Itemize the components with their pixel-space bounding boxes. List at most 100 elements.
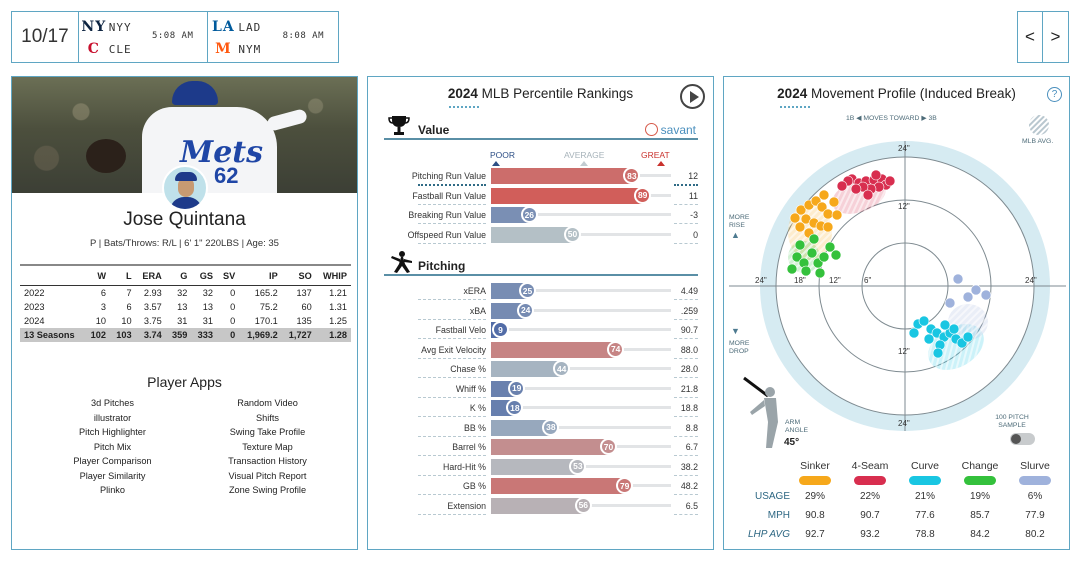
percentile-track xyxy=(491,232,671,236)
play-button[interactable] xyxy=(680,84,705,109)
percentile-row[interactable]: Fastball Run Value 89 11 xyxy=(368,186,713,207)
pitch-point xyxy=(789,212,801,224)
prev-button[interactable]: < xyxy=(1018,12,1043,62)
pitch-type-name: Slurve xyxy=(1020,460,1050,472)
percentile-row[interactable]: K % 18 18.8 xyxy=(368,399,713,419)
stats-row: 2023 3 6 3.57 13 13 0 75.2 60 1.31 xyxy=(20,300,351,314)
percentile-row[interactable]: Extension 56 6.5 xyxy=(368,496,713,517)
player-app-link[interactable]: Pitch Highlighter xyxy=(79,427,146,437)
pitch-point xyxy=(908,327,920,339)
stats-cell: 3.75 xyxy=(143,316,162,326)
pitch-point xyxy=(884,175,896,187)
player-app-link[interactable]: Transaction History xyxy=(228,456,307,466)
percentile-track xyxy=(491,308,671,312)
stats-cell: 6 xyxy=(126,302,132,312)
more-rise-label: MORE RISE xyxy=(729,214,750,229)
player-app-link[interactable]: Plinko xyxy=(99,485,126,495)
scale-great: GREAT xyxy=(641,150,670,160)
savant-link[interactable]: savant xyxy=(644,123,696,137)
player-app-link[interactable]: Zone Swing Profile xyxy=(228,485,307,495)
stats-col-header: SO xyxy=(281,264,316,286)
player-app-link[interactable]: Swing Take Profile xyxy=(229,427,306,437)
metric-label: BB % xyxy=(463,422,486,433)
percentile-dot: 9 xyxy=(492,321,509,338)
game-card-1[interactable]: NY NYY C CLE 5:08 AM xyxy=(79,12,209,62)
percentile-row[interactable]: Barrel % 70 6.7 xyxy=(368,438,713,458)
percentile-row[interactable]: xERA 25 4.49 xyxy=(368,282,713,302)
metric-label: Chase % xyxy=(450,364,486,374)
percentile-dot: 83 xyxy=(623,167,641,184)
pitch-point xyxy=(822,208,834,220)
play-icon xyxy=(689,90,699,103)
mph-row-label: MPH xyxy=(767,510,790,521)
percentile-row[interactable]: GB % 79 48.2 xyxy=(368,477,713,497)
percentile-title: 2024 MLB Percentile Rankings xyxy=(447,86,634,101)
usage-value: 22% xyxy=(859,491,880,502)
stats-cell: 60 xyxy=(301,302,312,312)
ring-label: 6" xyxy=(864,276,872,285)
usage-value: 29% xyxy=(804,491,825,502)
stats-cell: 135 xyxy=(296,316,312,326)
metric-value: 48.2 xyxy=(680,481,698,491)
guardians-logo-icon: C xyxy=(87,41,100,57)
pitch-sample-toggle[interactable] xyxy=(1010,433,1035,445)
metric-label: xBA xyxy=(469,305,486,316)
game-card-2[interactable]: LA LAD M NYM 8:08 AM xyxy=(208,12,338,62)
player-app-link[interactable]: illustrator xyxy=(93,412,132,423)
player-name: Jose Quintana xyxy=(123,209,246,230)
stats-cell: 2.93 xyxy=(143,288,162,298)
pitch-point xyxy=(970,284,982,296)
help-icon[interactable]: ? xyxy=(1047,87,1062,102)
percentile-row[interactable]: BB % 38 8.8 xyxy=(368,418,713,439)
mets-logo-icon: M xyxy=(215,41,232,57)
player-app-link[interactable]: Player Comparison xyxy=(73,456,152,466)
stats-cell: 32 xyxy=(177,288,188,298)
percentile-row[interactable]: Fastball Velo 9 90.7 xyxy=(368,321,713,341)
pitch-point xyxy=(806,247,818,259)
stats-cell: 32 xyxy=(202,288,214,298)
player-app-link[interactable]: 3d Pitches xyxy=(91,398,134,408)
usage-value: 6% xyxy=(1027,491,1043,502)
percentile-row[interactable]: xBA 24 .259 xyxy=(368,301,713,322)
dodgers-logo-icon: LA xyxy=(212,19,235,35)
next-button[interactable]: > xyxy=(1050,27,1061,46)
percentile-dot: 56 xyxy=(574,496,592,514)
lhp-avg-value: 84.2 xyxy=(970,529,990,540)
usage-value: 21% xyxy=(914,491,935,502)
usage-row-label: USAGE xyxy=(754,491,790,502)
metric-value: 6.5 xyxy=(685,500,698,511)
metric-label: Extension xyxy=(447,500,486,511)
stats-cell: 3 xyxy=(100,302,106,312)
pitch-point xyxy=(818,251,830,263)
pitch-type-swatch xyxy=(1019,476,1051,485)
pitch-point xyxy=(794,221,806,233)
percentile-bar xyxy=(491,207,530,223)
ring-label: 24" xyxy=(898,419,910,428)
player-app-link[interactable]: Player Similarity xyxy=(79,470,146,481)
player-app-link[interactable]: Texture Map xyxy=(242,441,293,452)
pitch-point xyxy=(828,196,840,208)
stats-cell: 0 xyxy=(217,328,240,342)
stats-col-header: IP xyxy=(239,264,282,286)
percentile-row[interactable]: Breaking Run Value 26 -3 xyxy=(368,206,713,226)
percentile-row[interactable]: Chase % 44 28.0 xyxy=(368,360,713,380)
player-app-link[interactable]: Pitch Mix xyxy=(93,441,132,452)
stats-col-header xyxy=(20,264,85,286)
percentile-row[interactable]: Hard-Hit % 53 38.2 xyxy=(368,457,713,478)
stats-cell: 13 xyxy=(177,302,188,312)
percentile-row[interactable]: Offspeed Run Value 50 0 xyxy=(368,225,713,246)
pitch-point xyxy=(948,323,960,335)
percentile-row[interactable]: Whiff % 19 21.8 xyxy=(368,379,713,400)
player-app-link[interactable]: Random Video xyxy=(237,398,298,408)
stats-cell: 13 Seasons xyxy=(20,328,85,342)
percentile-row[interactable]: Avg Exit Velocity 74 88.0 xyxy=(368,340,713,361)
arrow-down-icon: ▼ xyxy=(731,326,740,336)
stats-cell: 10 xyxy=(95,316,106,326)
scoreboard-date: 10/17 xyxy=(12,12,79,62)
player-app-link[interactable]: Visual Pitch Report xyxy=(228,470,307,481)
player-app-link[interactable]: Shifts xyxy=(256,412,279,423)
pitch-type-swatch xyxy=(854,476,886,485)
percentile-row[interactable]: Pitching Run Value 83 12 xyxy=(368,167,713,187)
metric-label: Whiff % xyxy=(455,383,486,394)
ring-label: 12" xyxy=(829,276,841,285)
